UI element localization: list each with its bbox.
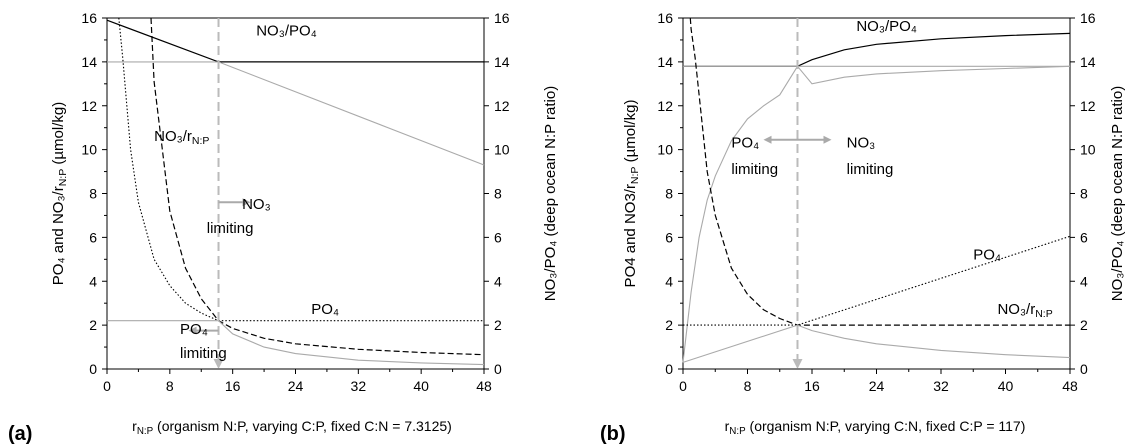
annotation-6: limiting <box>180 345 227 362</box>
y-tick-label: 2 <box>89 317 97 333</box>
y-right-tick-label: 12 <box>494 98 510 114</box>
po4-arrowhead <box>188 326 197 335</box>
x-tick-label: 16 <box>804 378 820 394</box>
y-tick-label: 4 <box>665 273 673 289</box>
y-right-tick-label: 8 <box>494 186 502 202</box>
x-axis-label: rN:P (organism N:P, varying C:P, fixed C… <box>132 418 452 437</box>
y-axis-label-right: NO₃/PO₄ (deep ocean N:P ratio) <box>542 86 559 301</box>
series-line-2 <box>682 65 1071 363</box>
y-right-tick-label: 6 <box>1080 229 1088 245</box>
y-axis-label-right: NO₃/PO₄ (deep ocean N:P ratio) <box>1109 86 1126 301</box>
arrowhead-right <box>823 135 832 144</box>
y-axis-label-left: PO₄ and NO₃/rN:P (µmol/kg) <box>50 102 69 285</box>
annotation-5: PO₄ <box>973 246 1001 263</box>
series-line-1 <box>107 61 485 166</box>
series-line-6 <box>797 324 1071 359</box>
annotation-2: PO₄ <box>311 301 339 318</box>
annotation-2: limiting <box>731 161 778 178</box>
y-right-tick-label: 12 <box>1080 98 1096 114</box>
y-right-tick-label: 2 <box>494 317 502 333</box>
y-right-tick-label: 4 <box>1080 273 1088 289</box>
y-tick-label: 6 <box>665 229 673 245</box>
x-tick-label: 48 <box>1062 378 1078 394</box>
x-tick-label: 40 <box>998 378 1014 394</box>
annotation-1: NO₃/rN:P <box>154 128 209 147</box>
y-right-tick-label: 14 <box>494 54 510 70</box>
y-right-tick-label: 16 <box>1080 10 1096 26</box>
threshold-arrowhead <box>213 359 224 369</box>
x-tick-label: 0 <box>679 378 687 394</box>
x-tick-label: 48 <box>476 378 492 394</box>
threshold-arrowhead <box>792 359 803 369</box>
series-line-4 <box>107 320 485 366</box>
annotation-1: PO₄ <box>731 134 759 151</box>
annotation-3: NO₃ <box>847 134 876 151</box>
y-right-tick-label: 10 <box>494 142 510 158</box>
x-tick-label: 32 <box>351 378 367 394</box>
y-tick-label: 8 <box>665 186 673 202</box>
y-tick-label: 6 <box>89 229 97 245</box>
x-axis-label: rN:P (organism N:P, varying C:N, fixed C… <box>725 418 1026 437</box>
y-tick-label: 14 <box>81 54 97 70</box>
x-tick-label: 40 <box>413 378 429 394</box>
plot-frame <box>106 17 485 370</box>
y-right-tick-label: 0 <box>1080 361 1088 377</box>
y-tick-label: 4 <box>89 273 97 289</box>
y-right-tick-label: 0 <box>494 361 502 377</box>
arrowhead-left <box>763 135 772 144</box>
y-tick-label: 8 <box>89 186 97 202</box>
annotation-6: NO₃/rN:P <box>997 301 1052 320</box>
y-tick-label: 10 <box>657 142 673 158</box>
series-line-0 <box>683 32 1071 67</box>
y-tick-label: 10 <box>81 142 97 158</box>
y-tick-label: 16 <box>657 10 673 26</box>
y-right-tick-label: 4 <box>494 273 502 289</box>
no3-arrowhead <box>242 198 251 207</box>
series-line-2 <box>118 17 484 322</box>
y-right-tick-label: 14 <box>1080 54 1096 70</box>
annotation-4: limiting <box>207 220 254 237</box>
x-tick-label: 24 <box>869 378 885 394</box>
x-tick-label: 8 <box>166 378 174 394</box>
y-tick-label: 16 <box>81 10 97 26</box>
y-right-tick-label: 16 <box>494 10 510 26</box>
y-right-tick-label: 6 <box>494 229 502 245</box>
x-tick-label: 0 <box>103 378 111 394</box>
series-line-3 <box>689 17 1070 326</box>
annotation-3: NO₃ <box>242 196 271 213</box>
y-tick-label: 0 <box>665 361 673 377</box>
annotation-0: NO₃/PO₄ <box>856 18 917 35</box>
y-axis-label-left: PO4 and NO3/rN:P (µmol/kg) <box>622 100 641 288</box>
series-line-4 <box>683 235 1071 326</box>
y-tick-label: 12 <box>657 98 673 114</box>
y-right-tick-label: 10 <box>1080 142 1096 158</box>
y-tick-label: 12 <box>81 98 97 114</box>
series-line-3 <box>150 17 485 356</box>
series-line-5 <box>682 324 798 363</box>
panel-label: (a) <box>8 423 32 445</box>
annotation-4: limiting <box>847 161 894 178</box>
y-tick-label: 2 <box>665 317 673 333</box>
y-tick-label: 0 <box>89 361 97 377</box>
panel-label: (b) <box>600 423 626 445</box>
x-tick-label: 32 <box>933 378 949 394</box>
y-right-tick-label: 2 <box>1080 317 1088 333</box>
x-tick-label: 8 <box>744 378 752 394</box>
annotation-5: PO₄ <box>180 321 208 338</box>
y-right-tick-label: 8 <box>1080 186 1088 202</box>
annotation-0: NO₃/PO₄ <box>256 23 317 40</box>
y-tick-label: 14 <box>657 54 673 70</box>
x-tick-label: 16 <box>225 378 241 394</box>
x-tick-label: 24 <box>288 378 304 394</box>
